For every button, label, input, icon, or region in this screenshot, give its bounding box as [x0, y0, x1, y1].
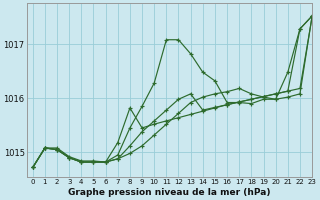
X-axis label: Graphe pression niveau de la mer (hPa): Graphe pression niveau de la mer (hPa) [68, 188, 271, 197]
